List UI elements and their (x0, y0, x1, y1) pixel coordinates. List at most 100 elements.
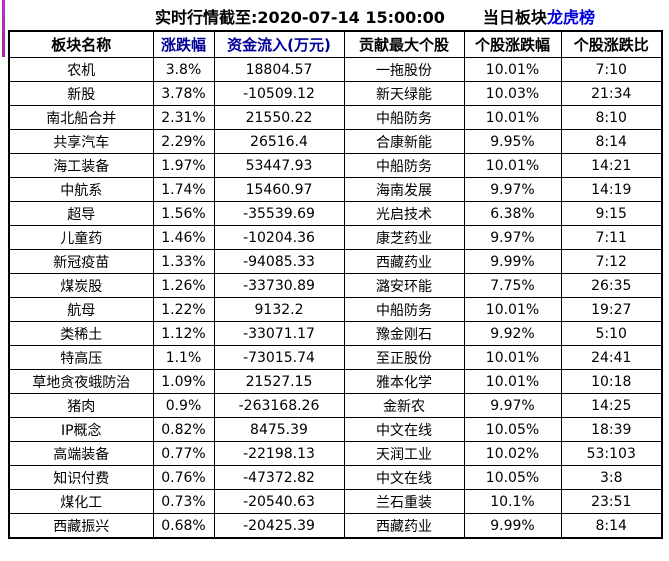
sector-name-cell[interactable]: 航母 (8, 297, 154, 322)
dragon-tiger-link[interactable]: 龙虎榜 (546, 8, 595, 27)
top-stock-name-cell[interactable]: 西藏药业 (343, 513, 465, 539)
up-down-ratio-cell: 9:15 (560, 201, 663, 226)
capital-inflow-cell: 21550.22 (213, 105, 345, 130)
sector-name-cell[interactable]: 儿童药 (8, 225, 154, 250)
sector-name-cell[interactable]: 知识付费 (8, 465, 154, 490)
top-stock-name-cell[interactable]: 豫金刚石 (343, 321, 465, 346)
sector-name-cell[interactable]: 共享汽车 (8, 129, 154, 154)
capital-inflow-cell: -20540.63 (213, 489, 345, 514)
capital-inflow-cell: -47372.82 (213, 465, 345, 490)
stock-change-cell: 10.05% (463, 465, 562, 490)
sector-change-cell: 1.12% (152, 321, 215, 346)
sector-change-cell: 0.68% (152, 513, 215, 539)
stock-change-cell: 6.38% (463, 201, 562, 226)
stock-change-cell: 9.97% (463, 393, 562, 418)
stock-change-cell: 10.01% (463, 153, 562, 178)
table-row: 航母 1.22% 9132.2 中船防务 10.01% 19:27 (8, 297, 663, 322)
table-row: 煤炭股 1.26% -33730.89 潞安环能 7.75% 26:35 (8, 273, 663, 298)
up-down-ratio-cell: 3:8 (560, 465, 663, 490)
sector-change-cell: 3.78% (152, 81, 215, 106)
sector-name-cell[interactable]: 中航系 (8, 177, 154, 202)
up-down-ratio-cell: 5:10 (560, 321, 663, 346)
sector-name-cell[interactable]: 西藏振兴 (8, 513, 154, 539)
up-down-ratio-cell: 7:10 (560, 57, 663, 82)
capital-inflow-cell: -20425.39 (213, 513, 345, 539)
top-stock-name-cell[interactable]: 一拖股份 (343, 57, 465, 82)
sector-name-cell[interactable]: 新冠疫苗 (8, 249, 154, 274)
top-stock-name-cell[interactable]: 兰石重装 (343, 489, 465, 514)
top-stock-name-cell[interactable]: 中文在线 (343, 465, 465, 490)
sector-name-cell[interactable]: 超导 (8, 201, 154, 226)
capital-inflow-cell: -33730.89 (213, 273, 345, 298)
top-stock-name-cell[interactable]: 中船防务 (343, 297, 465, 322)
up-down-ratio-cell: 53:103 (560, 441, 663, 466)
top-stock-name-cell[interactable]: 光启技术 (343, 201, 465, 226)
sector-name-cell[interactable]: 猪肉 (8, 393, 154, 418)
sector-change-cell: 1.97% (152, 153, 215, 178)
capital-inflow-cell: 8475.39 (213, 417, 345, 442)
capital-inflow-cell: 53447.93 (213, 153, 345, 178)
table-header-row: 板块名称 涨跌幅 资金流入(万元) 贡献最大个股 个股涨跌幅 个股涨跌比 (8, 30, 663, 58)
column-header-capital-inflow[interactable]: 资金流入(万元) (213, 30, 345, 58)
stock-change-cell: 10.01% (463, 297, 562, 322)
sector-change-cell: 2.31% (152, 105, 215, 130)
up-down-ratio-cell: 14:25 (560, 393, 663, 418)
capital-inflow-cell: 18804.57 (213, 57, 345, 82)
top-stock-name-cell[interactable]: 中船防务 (343, 105, 465, 130)
table-row: 农机 3.8% 18804.57 一拖股份 10.01% 7:10 (8, 57, 663, 82)
sector-name-cell[interactable]: 海工装备 (8, 153, 154, 178)
sector-name-cell[interactable]: 煤化工 (8, 489, 154, 514)
top-stock-name-cell[interactable]: 康芝药业 (343, 225, 465, 250)
up-down-ratio-cell: 26:35 (560, 273, 663, 298)
sector-name-cell[interactable]: 煤炭股 (8, 273, 154, 298)
top-stock-name-cell[interactable]: 海南发展 (343, 177, 465, 202)
top-stock-name-cell[interactable]: 雅本化学 (343, 369, 465, 394)
table-row: 草地贪夜蛾防治 1.09% 21527.15 雅本化学 10.01% 10:18 (8, 369, 663, 394)
top-stock-name-cell[interactable]: 潞安环能 (343, 273, 465, 298)
up-down-ratio-cell: 14:19 (560, 177, 663, 202)
up-down-ratio-cell: 8:14 (560, 513, 663, 539)
top-stock-name-cell[interactable]: 天润工业 (343, 441, 465, 466)
table-row: 高端装备 0.77% -22198.13 天润工业 10.02% 53:103 (8, 441, 663, 466)
sector-change-cell: 0.9% (152, 393, 215, 418)
sector-change-cell: 0.82% (152, 417, 215, 442)
table-row: 中航系 1.74% 15460.97 海南发展 9.97% 14:19 (8, 177, 663, 202)
up-down-ratio-cell: 18:39 (560, 417, 663, 442)
column-header-stock-up-down-ratio: 个股涨跌比 (560, 30, 663, 58)
stock-change-cell: 9.99% (463, 249, 562, 274)
top-stock-name-cell[interactable]: 中船防务 (343, 153, 465, 178)
capital-inflow-cell: -263168.26 (213, 393, 345, 418)
sector-change-cell: 2.29% (152, 129, 215, 154)
table-body: 农机 3.8% 18804.57 一拖股份 10.01% 7:10 新股 3.7… (8, 57, 663, 539)
column-header-stock-change-percent: 个股涨跌幅 (463, 30, 562, 58)
sector-name-cell[interactable]: 类稀土 (8, 321, 154, 346)
top-stock-name-cell[interactable]: 新天绿能 (343, 81, 465, 106)
sector-name-cell[interactable]: 高端装备 (8, 441, 154, 466)
column-header-top-stock: 贡献最大个股 (343, 30, 465, 58)
sector-name-cell[interactable]: 南北船合并 (8, 105, 154, 130)
sector-name-cell[interactable]: 新股 (8, 81, 154, 106)
capital-inflow-cell: 9132.2 (213, 297, 345, 322)
sector-name-cell[interactable]: IP概念 (8, 417, 154, 442)
top-stock-name-cell[interactable]: 合康新能 (343, 129, 465, 154)
column-header-change-percent[interactable]: 涨跌幅 (152, 30, 215, 58)
stock-change-cell: 10.01% (463, 369, 562, 394)
sector-change-cell: 1.33% (152, 249, 215, 274)
up-down-ratio-cell: 24:41 (560, 345, 663, 370)
top-stock-name-cell[interactable]: 金新农 (343, 393, 465, 418)
up-down-ratio-cell: 8:14 (560, 129, 663, 154)
sector-name-cell[interactable]: 特高压 (8, 345, 154, 370)
table-row: 特高压 1.1% -73015.74 至正股份 10.01% 24:41 (8, 345, 663, 370)
sector-change-cell: 0.76% (152, 465, 215, 490)
sector-name-cell[interactable]: 农机 (8, 57, 154, 82)
sector-name-cell[interactable]: 草地贪夜蛾防治 (8, 369, 154, 394)
top-stock-name-cell[interactable]: 中文在线 (343, 417, 465, 442)
capital-inflow-cell: -10509.12 (213, 81, 345, 106)
capital-inflow-cell: -35539.69 (213, 201, 345, 226)
stock-change-cell: 10.01% (463, 57, 562, 82)
table-row: 新股 3.78% -10509.12 新天绿能 10.03% 21:34 (8, 81, 663, 106)
table-row: 海工装备 1.97% 53447.93 中船防务 10.01% 14:21 (8, 153, 663, 178)
top-stock-name-cell[interactable]: 西藏药业 (343, 249, 465, 274)
capital-inflow-cell: -73015.74 (213, 345, 345, 370)
top-stock-name-cell[interactable]: 至正股份 (343, 345, 465, 370)
